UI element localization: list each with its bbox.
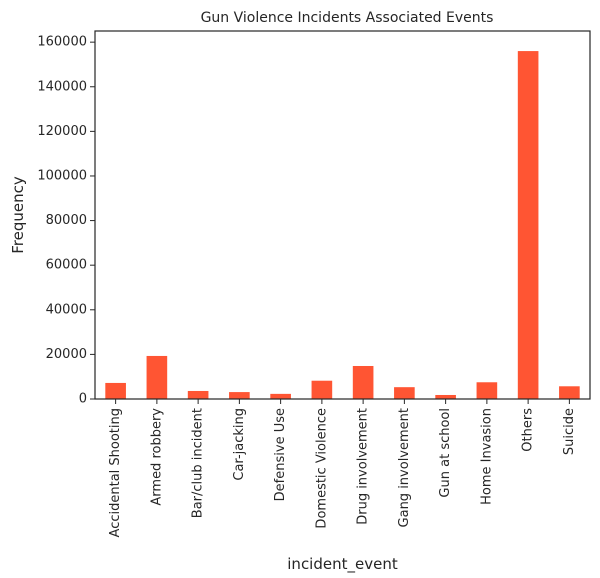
- bar-armed-robbery: [146, 355, 168, 399]
- x-tick-label: Others: [521, 408, 536, 452]
- y-tick-label: 160000: [37, 35, 87, 50]
- x-axis-ticks: Accidental Shooting Armed robbery Bar/club…: [108, 399, 577, 537]
- bar-gang-involvement: [394, 387, 415, 399]
- bar-bar-club-incident: [187, 390, 209, 399]
- x-tick-label: Defensive Use: [273, 408, 288, 501]
- x-tick-label: Gun at school: [438, 408, 453, 498]
- x-tick-label: Armed robbery: [149, 408, 164, 506]
- y-axis-label: Frequency: [9, 176, 27, 254]
- chart-title: Gun Violence Incidents Associated Events: [201, 10, 494, 26]
- bar-domestic-violence: [311, 380, 333, 399]
- x-tick-label: Car-jacking: [232, 408, 247, 481]
- x-axis-label: incident_event: [287, 555, 398, 574]
- x-tick-label: Domestic Violence: [314, 408, 329, 529]
- x-tick-label: Gang involvement: [397, 408, 412, 527]
- bar-defensive-use: [270, 393, 291, 399]
- bar-suicide: [559, 386, 580, 399]
- bar-car-jacking: [229, 392, 250, 399]
- x-tick-label: Bar/club incident: [191, 408, 206, 518]
- bar-home-invasion: [476, 382, 498, 399]
- y-axis-ticks: 0 20000 40000 60000 80000 100000 120000 140000 1…: [37, 35, 95, 407]
- y-tick-label: 120000: [37, 124, 87, 139]
- y-tick-label: 80000: [46, 213, 87, 228]
- x-tick-label: Drug involvement: [356, 408, 371, 525]
- y-tick-label: 140000: [37, 79, 87, 94]
- bar-gun-at-school: [435, 394, 456, 399]
- bar-others: [517, 51, 539, 400]
- plot-frame: [94, 30, 591, 400]
- y-tick-label: 0: [79, 392, 87, 407]
- bar-drug-involvement: [352, 365, 374, 399]
- y-tick-label: 40000: [46, 302, 87, 317]
- y-tick-label: 20000: [46, 347, 87, 362]
- x-tick-label: Home Invasion: [479, 408, 494, 505]
- y-tick-label: 60000: [46, 258, 87, 273]
- y-tick-label: 100000: [37, 168, 87, 183]
- bars: [105, 51, 580, 400]
- x-tick-label: Accidental Shooting: [108, 408, 123, 537]
- x-tick-label: Suicide: [562, 408, 577, 455]
- bar-accidental-shooting: [105, 382, 126, 399]
